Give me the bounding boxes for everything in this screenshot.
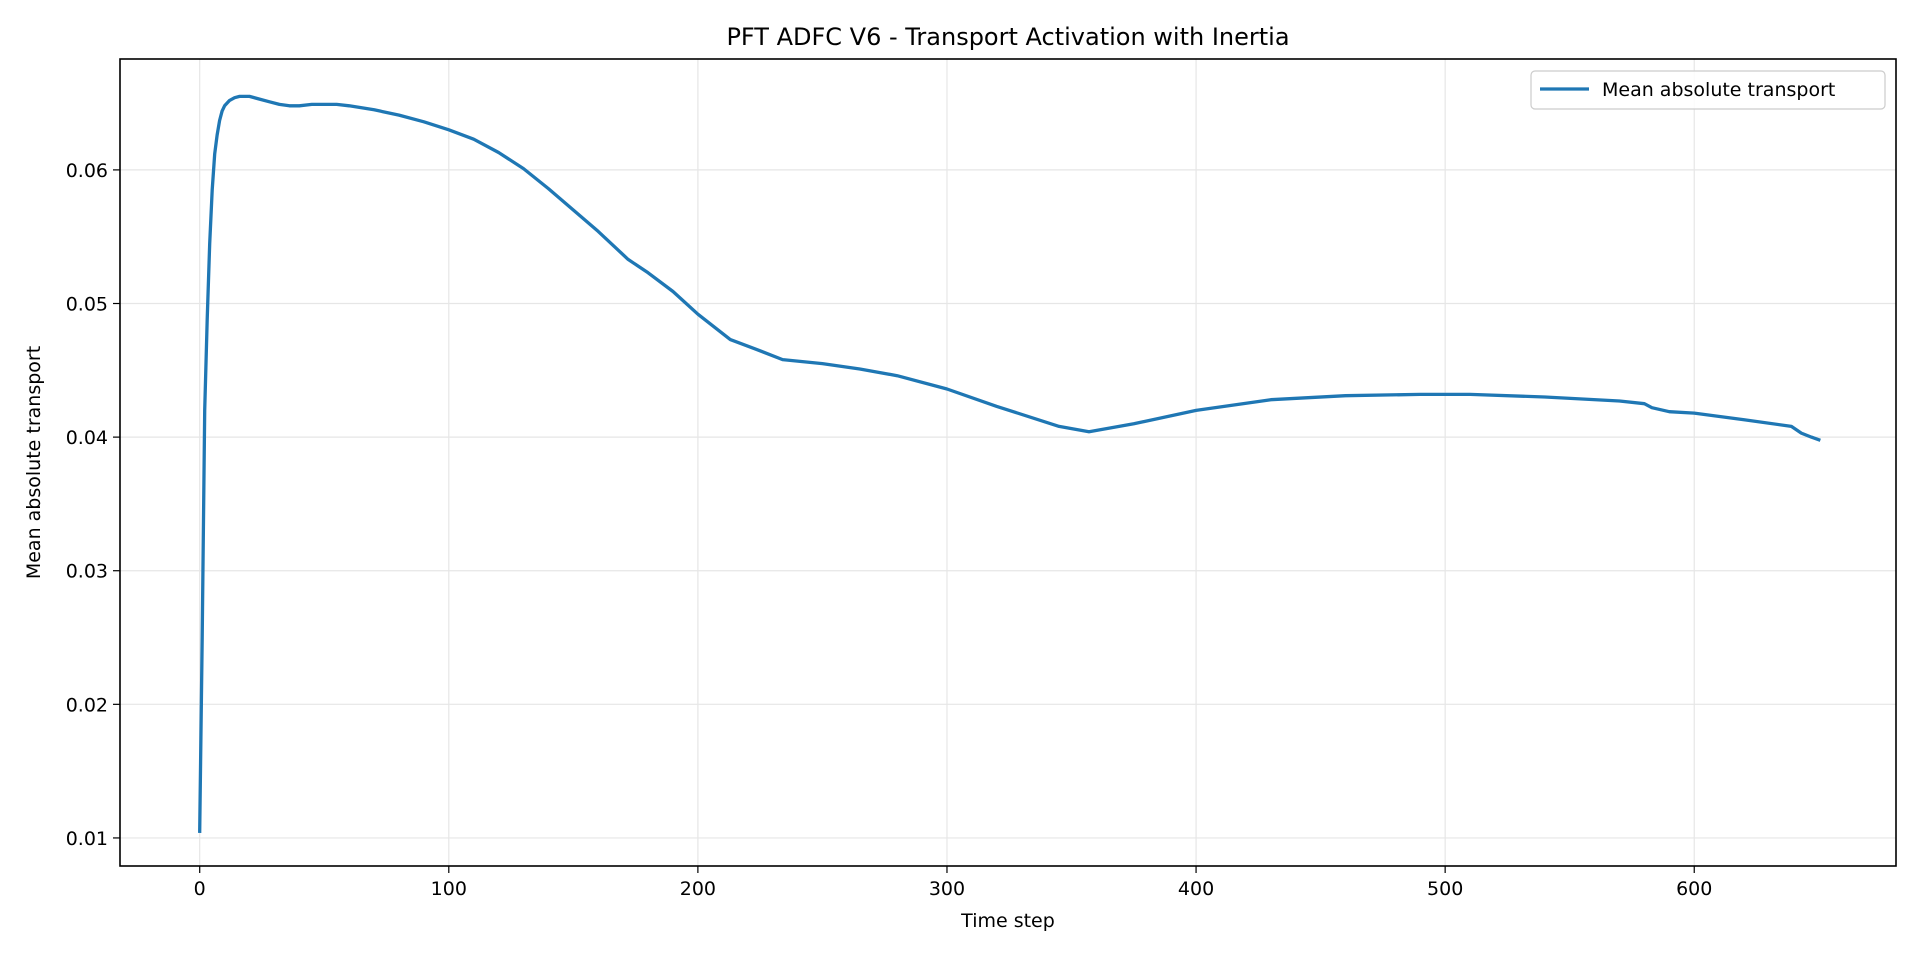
grid-lines [120,59,1896,866]
plot-area [198,94,1821,833]
legend: Mean absolute transport [1530,70,1886,110]
y-tick-label: 0.04 [66,427,108,449]
y-tick-label: 0.01 [66,828,108,850]
legend-box [1530,70,1886,110]
x-tick-label: 400 [1178,878,1214,900]
y-tick-label: 0.06 [66,160,108,182]
x-tick-label: 0 [194,878,206,900]
x-tick-label: 300 [929,878,965,900]
x-tick-label: 500 [1427,878,1463,900]
plot-frame [119,58,1897,867]
x-axis-title: Time step [960,910,1055,932]
y-tick-label: 0.03 [66,561,108,583]
x-tick-label: 100 [431,878,467,900]
axis-ticks: 0 100 200 300 400 500 600 0.01 0.02 0.03 0.04 0.05 0… [66,160,1713,900]
x-tick-label: 200 [680,878,716,900]
y-axis-title: Mean absolute transport [23,346,45,579]
chart-title: PFT ADFC V6 - Transport Activation with … [726,23,1289,51]
y-tick-label: 0.02 [66,694,108,716]
legend-label: Mean absolute transport [1602,79,1835,101]
series-line [198,94,1821,833]
x-tick-label: 600 [1676,878,1712,900]
y-tick-label: 0.05 [66,294,108,316]
